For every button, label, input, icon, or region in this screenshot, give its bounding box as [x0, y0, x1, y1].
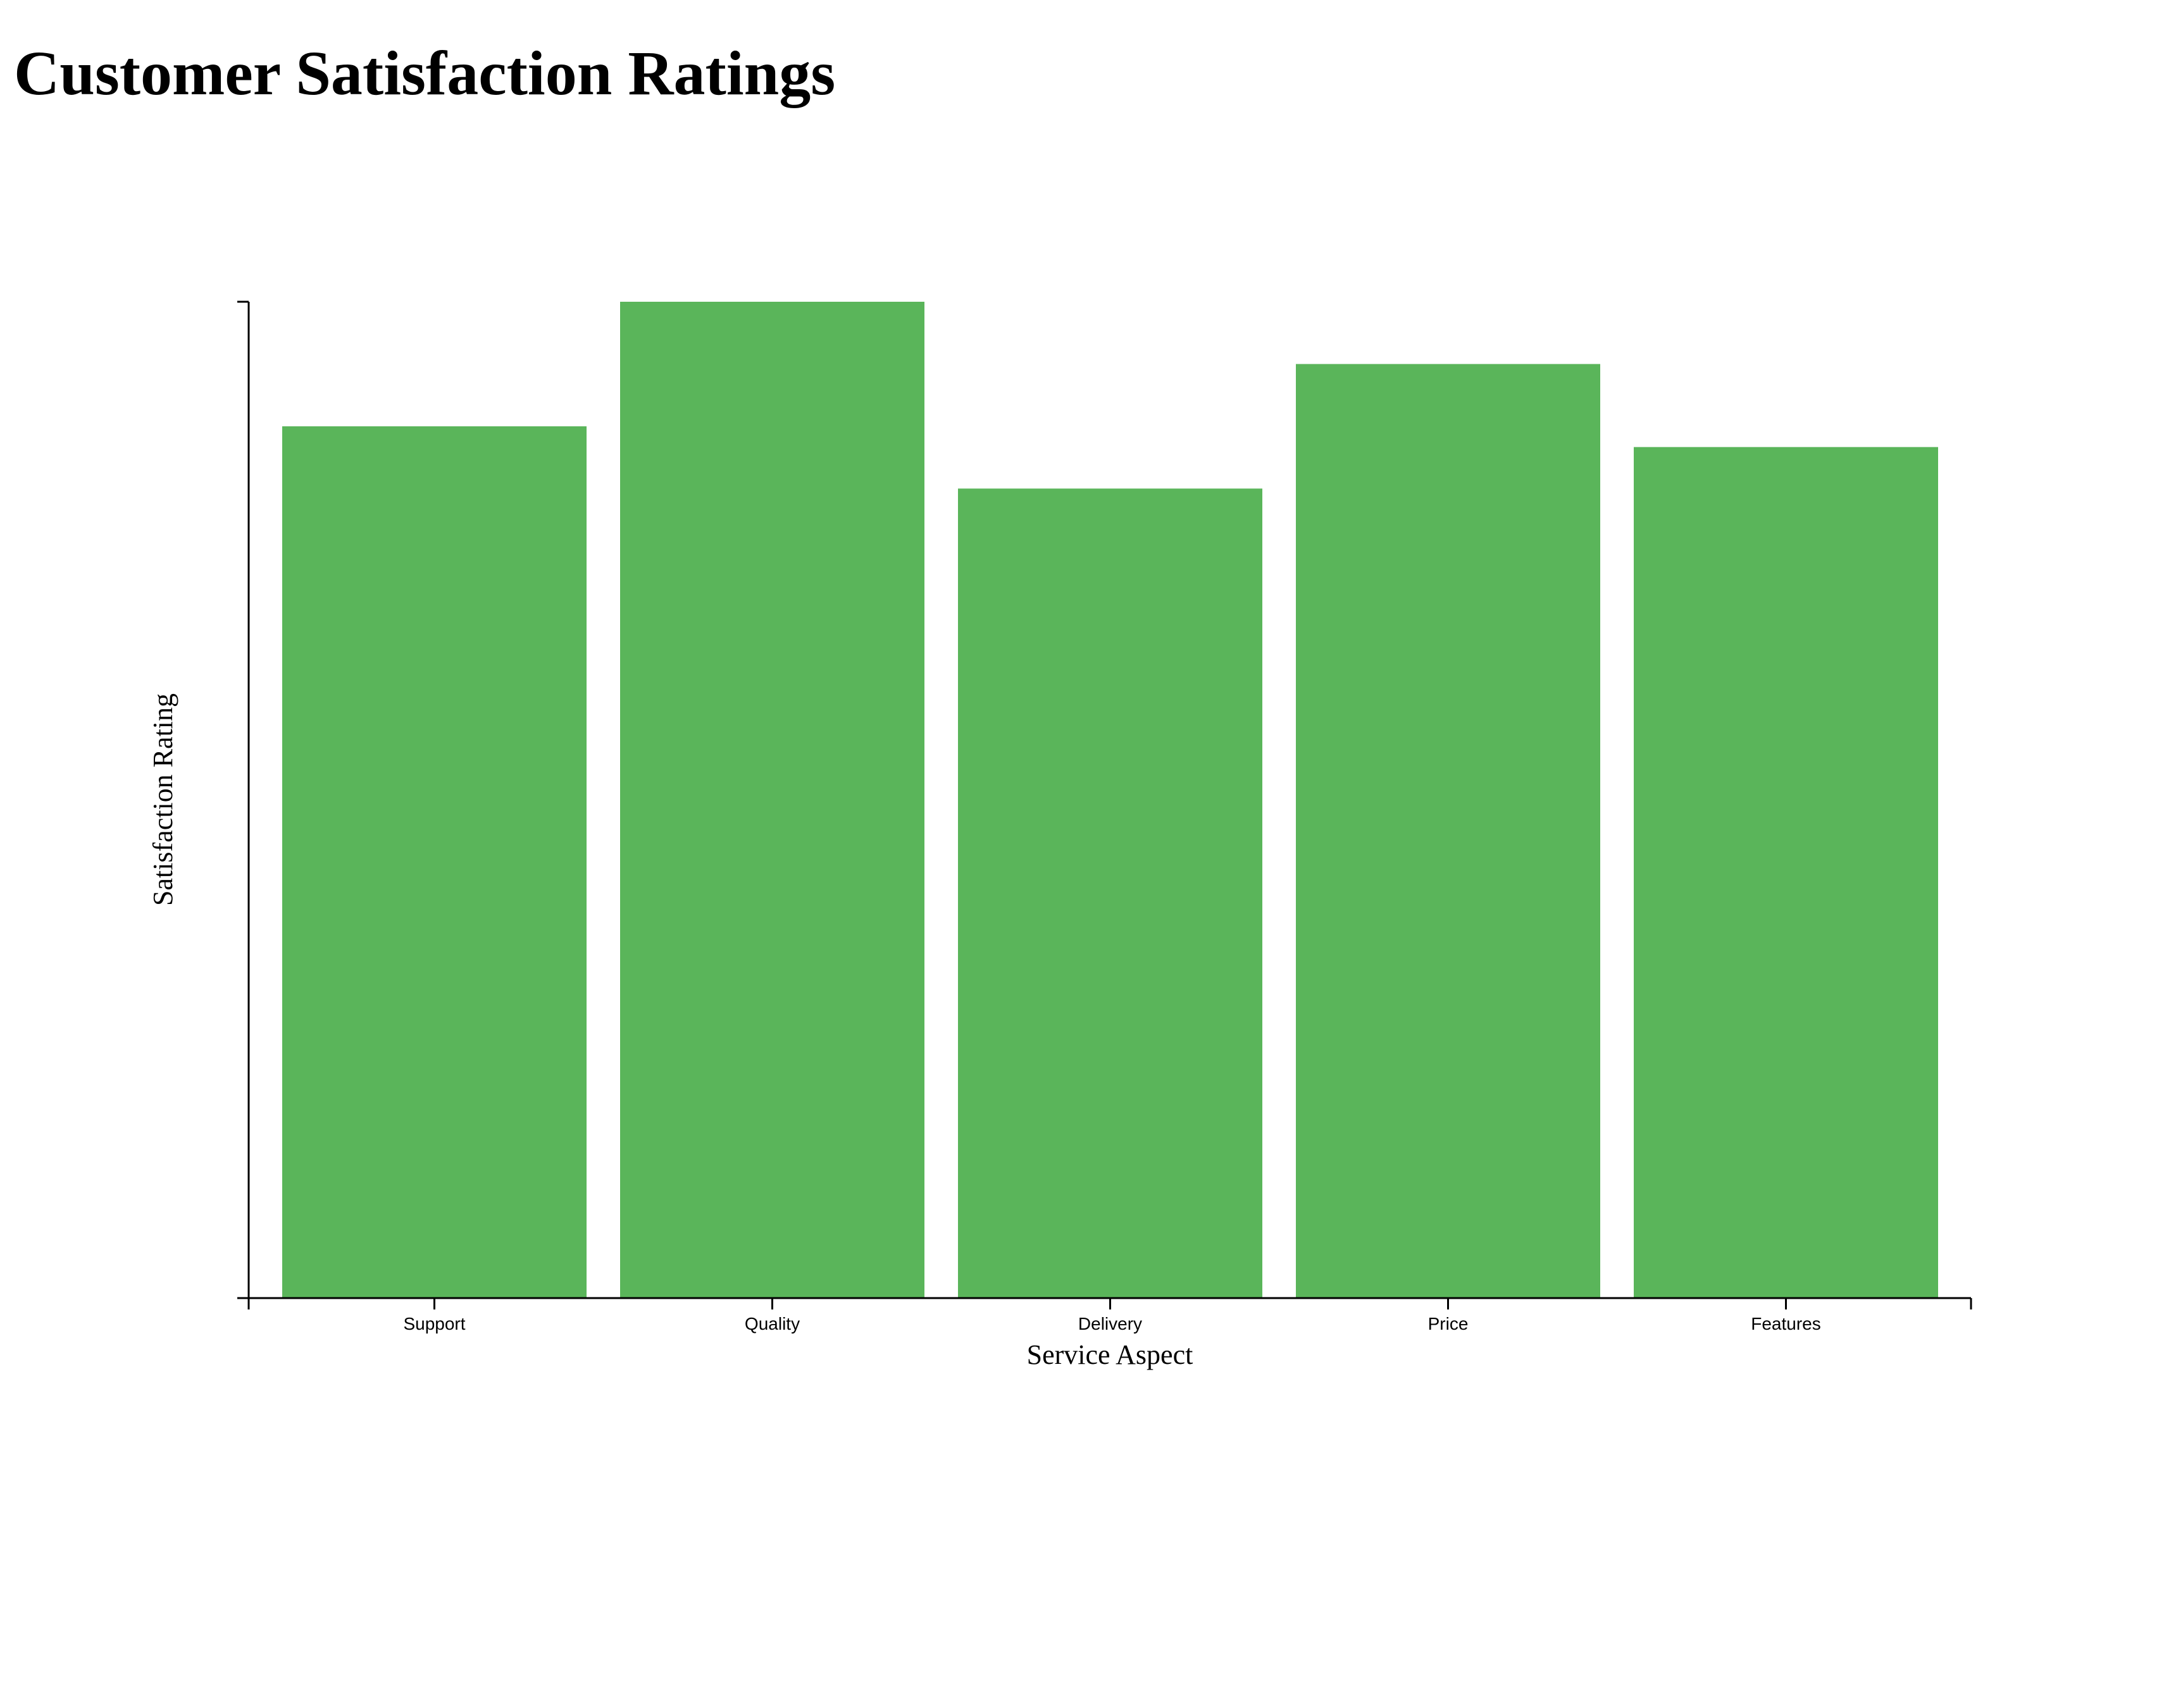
- bars-layer: [282, 302, 1938, 1298]
- bar-quality: [620, 302, 924, 1298]
- bar-support: [282, 426, 587, 1298]
- x-tick-label-features: Features: [1751, 1314, 1821, 1334]
- bar-delivery: [958, 488, 1262, 1298]
- x-tick-label-quality: Quality: [745, 1314, 800, 1334]
- bar-features: [1634, 447, 1938, 1298]
- chart-title: Customer Satisfaction Ratings: [14, 38, 836, 108]
- x-ticks-layer: Support Quality Delivery Price Features: [403, 1298, 1821, 1334]
- x-axis-title: Service Aspect: [1027, 1339, 1193, 1370]
- x-tick-label-price: Price: [1428, 1314, 1469, 1334]
- x-tick-label-support: Support: [403, 1314, 465, 1334]
- y-axis-title: Satisfaction Rating: [147, 693, 178, 906]
- bar-price: [1296, 364, 1600, 1298]
- x-tick-label-delivery: Delivery: [1078, 1314, 1142, 1334]
